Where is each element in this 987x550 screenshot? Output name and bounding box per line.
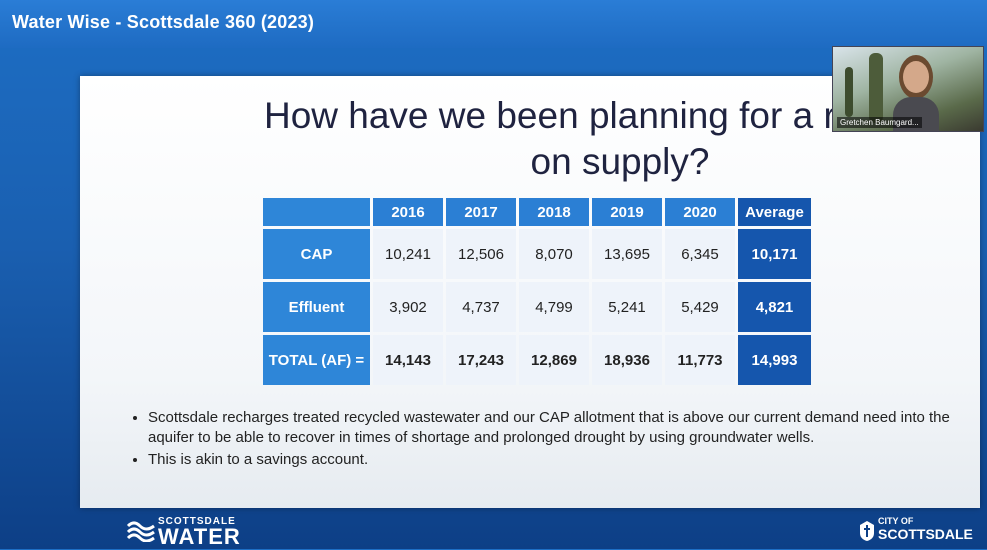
bullet-list: Scottsdale recharges treated recycled wa… <box>126 408 978 472</box>
table-header-cell: 2020 <box>665 198 735 226</box>
title-bar: Water Wise - Scottsdale 360 (2023) <box>0 0 987 48</box>
logo-text-small: SCOTTSDALE <box>158 516 236 527</box>
table-cell: 12,869 <box>519 335 589 385</box>
table-cell: 12,506 <box>446 229 516 279</box>
logo-text-small: CITY OF <box>878 516 914 526</box>
bullet-item: This is akin to a savings account. <box>148 450 978 470</box>
table-cell: 8,070 <box>519 229 589 279</box>
table-header-average: Average <box>738 198 811 226</box>
presentation-slide: How have we been planning for a reduc on… <box>80 76 980 508</box>
window-title: Water Wise - Scottsdale 360 (2023) <box>12 12 315 32</box>
table-cell: 4,737 <box>446 282 516 332</box>
table-cell: 14,143 <box>373 335 443 385</box>
table-cell: 11,773 <box>665 335 735 385</box>
city-seal-icon <box>860 521 874 541</box>
table-header-cell: 2016 <box>373 198 443 226</box>
participant-video[interactable]: Gretchen Baumgard... <box>832 46 984 132</box>
table-header-cell: 2018 <box>519 198 589 226</box>
table-cell: 5,241 <box>592 282 662 332</box>
table-row: Effluent 3,902 4,737 4,799 5,241 5,429 4… <box>263 282 811 332</box>
row-label: TOTAL (AF) = <box>263 335 370 385</box>
table-cell: 4,799 <box>519 282 589 332</box>
average-cell: 10,171 <box>738 229 811 279</box>
table-header-cell: 2017 <box>446 198 516 226</box>
average-cell: 14,993 <box>738 335 811 385</box>
person-image <box>903 61 929 93</box>
logo-text-big: WATER <box>158 524 241 549</box>
slide-title-line-1: How have we been planning for a reduc <box>263 95 917 136</box>
table-header-row: 2016 2017 2018 2019 2020 Average <box>263 198 811 226</box>
table-cell: 18,936 <box>592 335 662 385</box>
slide-title-line-2: on supply? <box>530 141 710 182</box>
table-cell: 5,429 <box>665 282 735 332</box>
average-cell: 4,821 <box>738 282 811 332</box>
bullet-item: Scottsdale recharges treated recycled wa… <box>148 408 978 448</box>
participant-name: Gretchen Baumgard... <box>837 117 922 128</box>
wave-icon <box>126 521 155 542</box>
row-label: CAP <box>263 229 370 279</box>
table-row: CAP 10,241 12,506 8,070 13,695 6,345 10,… <box>263 229 811 279</box>
logo-text-big: SCOTTSDALE <box>878 526 973 542</box>
table-header-cell <box>263 198 370 226</box>
table-header-cell: 2019 <box>592 198 662 226</box>
table-row-total: TOTAL (AF) = 14,143 17,243 12,869 18,936… <box>263 335 811 385</box>
table-cell: 17,243 <box>446 335 516 385</box>
row-label: Effluent <box>263 282 370 332</box>
cactus-image <box>869 53 883 123</box>
table-cell: 10,241 <box>373 229 443 279</box>
table-cell: 3,902 <box>373 282 443 332</box>
cactus-image <box>845 67 853 117</box>
supply-table: 2016 2017 2018 2019 2020 Average CAP 10,… <box>260 195 814 388</box>
table-cell: 13,695 <box>592 229 662 279</box>
table-cell: 6,345 <box>665 229 735 279</box>
